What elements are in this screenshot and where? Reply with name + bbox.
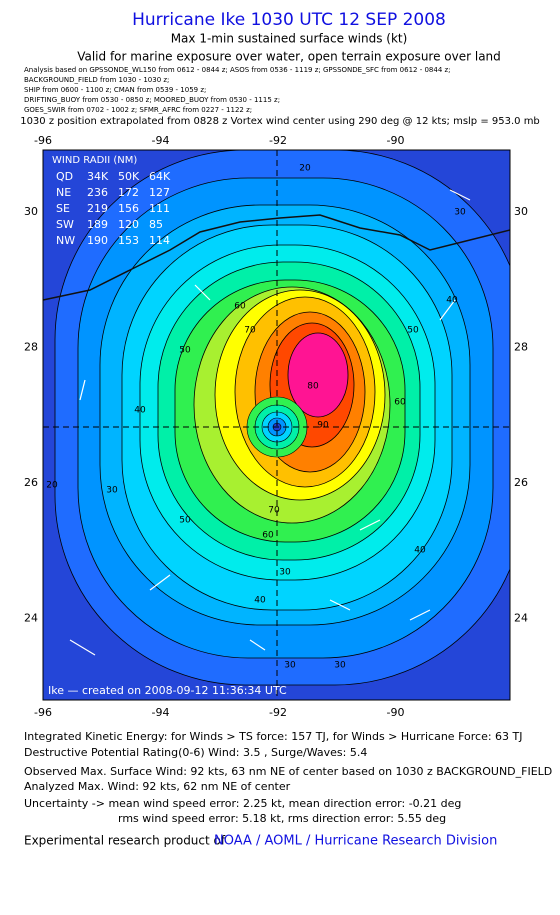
lon-label: -94 bbox=[152, 134, 170, 147]
footer-line: Analyzed Max. Wind: 92 kts, 62 nm NE of … bbox=[24, 780, 291, 793]
radii-cell: 120 bbox=[118, 218, 139, 231]
contour-label: 60 bbox=[394, 398, 406, 408]
analysis-line: BACKGROUND_FIELD from 1030 - 1030 z; bbox=[24, 76, 169, 84]
radii-cell: 64K bbox=[149, 170, 171, 183]
contour-label: 90 bbox=[317, 421, 329, 431]
contour-label: 30 bbox=[279, 568, 291, 578]
radii-cell: 156 bbox=[118, 202, 139, 215]
wind-arrow bbox=[79, 379, 86, 401]
analysis-line: Analysis based on GPSSONDE_WL150 from 06… bbox=[24, 66, 451, 74]
contour-label: 60 bbox=[234, 302, 246, 312]
lon-label: -90 bbox=[387, 706, 405, 719]
radii-cell: 153 bbox=[118, 234, 139, 247]
contour-label: 30 bbox=[454, 208, 466, 218]
radii-cell: 111 bbox=[149, 202, 170, 215]
wind-arrow bbox=[329, 599, 351, 611]
footer-line: Uncertainty -> mean wind speed error: 2.… bbox=[24, 797, 461, 810]
lon-label: -94 bbox=[152, 706, 170, 719]
wind-arrow bbox=[439, 299, 456, 321]
lat-label: 30 bbox=[24, 205, 38, 218]
wind-arrow bbox=[449, 189, 471, 201]
contour-label: 40 bbox=[414, 546, 426, 556]
wind-band bbox=[287, 332, 349, 418]
contour-label: 80 bbox=[307, 382, 319, 392]
analysis-line: GOES_SWIR from 0702 - 1002 z; SFMR_AFRC … bbox=[24, 106, 252, 114]
contour-label: 20 bbox=[299, 164, 311, 174]
valid-note: Valid for marine exposure over water, op… bbox=[77, 50, 501, 64]
wind-arrow bbox=[149, 574, 171, 591]
radii-cell: SW bbox=[56, 218, 74, 231]
wind-arrow bbox=[359, 519, 381, 531]
contour-label: 70 bbox=[244, 326, 256, 336]
contour-label: 50 bbox=[179, 346, 191, 356]
lon-label: -92 bbox=[269, 134, 287, 147]
radii-cell: 114 bbox=[149, 234, 170, 247]
footer-line: Destructive Potential Rating(0-6) Wind: … bbox=[24, 746, 367, 759]
footer-line: Integrated Kinetic Energy: for Winds > T… bbox=[24, 730, 523, 743]
radii-title: WIND RADII (NM) bbox=[52, 155, 137, 166]
lat-label: 24 bbox=[514, 612, 528, 625]
contour-label: 70 bbox=[268, 506, 280, 516]
lat-label: 28 bbox=[514, 341, 528, 354]
subtitle: Max 1-min sustained surface winds (kt) bbox=[171, 32, 408, 46]
contour-label: 40 bbox=[254, 596, 266, 606]
contour-label: 40 bbox=[446, 296, 458, 306]
wind-arrow bbox=[249, 639, 266, 651]
radii-cell: 190 bbox=[87, 234, 108, 247]
contour-label: 50 bbox=[407, 326, 419, 336]
radii-cell: NW bbox=[56, 234, 75, 247]
radii-cell: 219 bbox=[87, 202, 108, 215]
product-note: Experimental research product of bbox=[24, 834, 226, 848]
lat-label: 28 bbox=[24, 341, 38, 354]
radii-cell: SE bbox=[56, 202, 70, 215]
org-link[interactable]: NOAA / AOML / Hurricane Research Divisio… bbox=[214, 834, 497, 849]
lat-label: 24 bbox=[24, 612, 38, 625]
analysis-line: DRIFTING_BUOY from 0530 - 0850 z; MOORED… bbox=[24, 96, 280, 104]
contour-label: 30 bbox=[284, 661, 296, 671]
radii-cell: 127 bbox=[149, 186, 170, 199]
radii-cell: 236 bbox=[87, 186, 108, 199]
lon-label: -90 bbox=[387, 134, 405, 147]
title: Hurricane Ike 1030 UTC 12 SEP 2008 bbox=[132, 10, 446, 30]
lat-label: 26 bbox=[24, 476, 38, 489]
map-credit: Ike — created on 2008-09-12 11:36:34 UTC bbox=[48, 684, 287, 697]
footer-line: rms wind speed error: 5.18 kt, rms direc… bbox=[118, 812, 446, 825]
contour-label: 30 bbox=[106, 486, 118, 496]
coastline bbox=[43, 214, 510, 301]
radii-cell: 189 bbox=[87, 218, 108, 231]
radii-cell: QD bbox=[56, 170, 73, 183]
lon-label: -92 bbox=[269, 706, 287, 719]
analysis-line: SHIP from 0600 - 1100 z; CMAN from 0539 … bbox=[24, 86, 206, 94]
wind-arrow bbox=[69, 639, 96, 656]
contour-label: 60 bbox=[262, 531, 274, 541]
contour-label: 40 bbox=[134, 406, 146, 416]
radii-cell: 85 bbox=[149, 218, 163, 231]
contour-label: 50 bbox=[179, 516, 191, 526]
map: 20 30 40 50 60 70 80 90 60 50 40 30 20 30 30 40 70 60 50 40… bbox=[43, 150, 510, 700]
wind-arrow bbox=[409, 609, 431, 621]
wind-arrow bbox=[194, 284, 211, 301]
radii-cell: NE bbox=[56, 186, 71, 199]
contour-label: 20 bbox=[46, 481, 58, 491]
lon-label: -96 bbox=[34, 134, 52, 147]
position-note: 1030 z position extrapolated from 0828 z… bbox=[20, 116, 540, 127]
radii-cell: 172 bbox=[118, 186, 139, 199]
radii-cell: 50K bbox=[118, 170, 140, 183]
contour-label: 30 bbox=[334, 661, 346, 671]
lat-label: 26 bbox=[514, 476, 528, 489]
lon-label: -96 bbox=[34, 706, 52, 719]
lat-label: 30 bbox=[514, 205, 528, 218]
footer-line: Observed Max. Surface Wind: 92 kts, 63 n… bbox=[24, 765, 552, 778]
radii-cell: 34K bbox=[87, 170, 109, 183]
